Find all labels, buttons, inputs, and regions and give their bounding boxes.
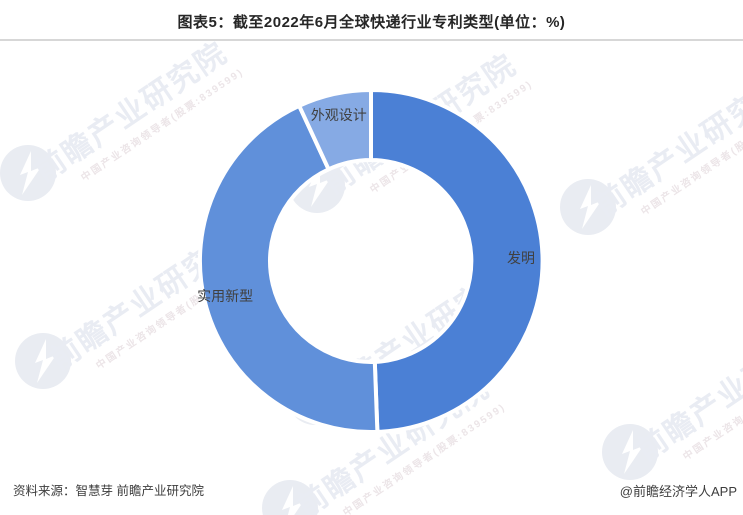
pie-slice-0[interactable] <box>369 87 545 434</box>
slice-label-1: 实用新型 <box>197 288 254 305</box>
credit-note: @前瞻经济学人APP <box>619 484 737 499</box>
pie-slice-1[interactable] <box>197 103 380 434</box>
data-source-note: 资料来源：智慧芽 前瞻产业研究院 <box>13 484 204 498</box>
title-divider <box>0 39 743 41</box>
slice-label-0: 发明 <box>506 250 535 267</box>
page-title: 图表5：截至2022年6月全球快递行业专利类型(单位：%) <box>177 14 566 31</box>
slice-label-2: 外观设计 <box>310 106 367 123</box>
pie-slice-2[interactable] <box>296 87 373 172</box>
